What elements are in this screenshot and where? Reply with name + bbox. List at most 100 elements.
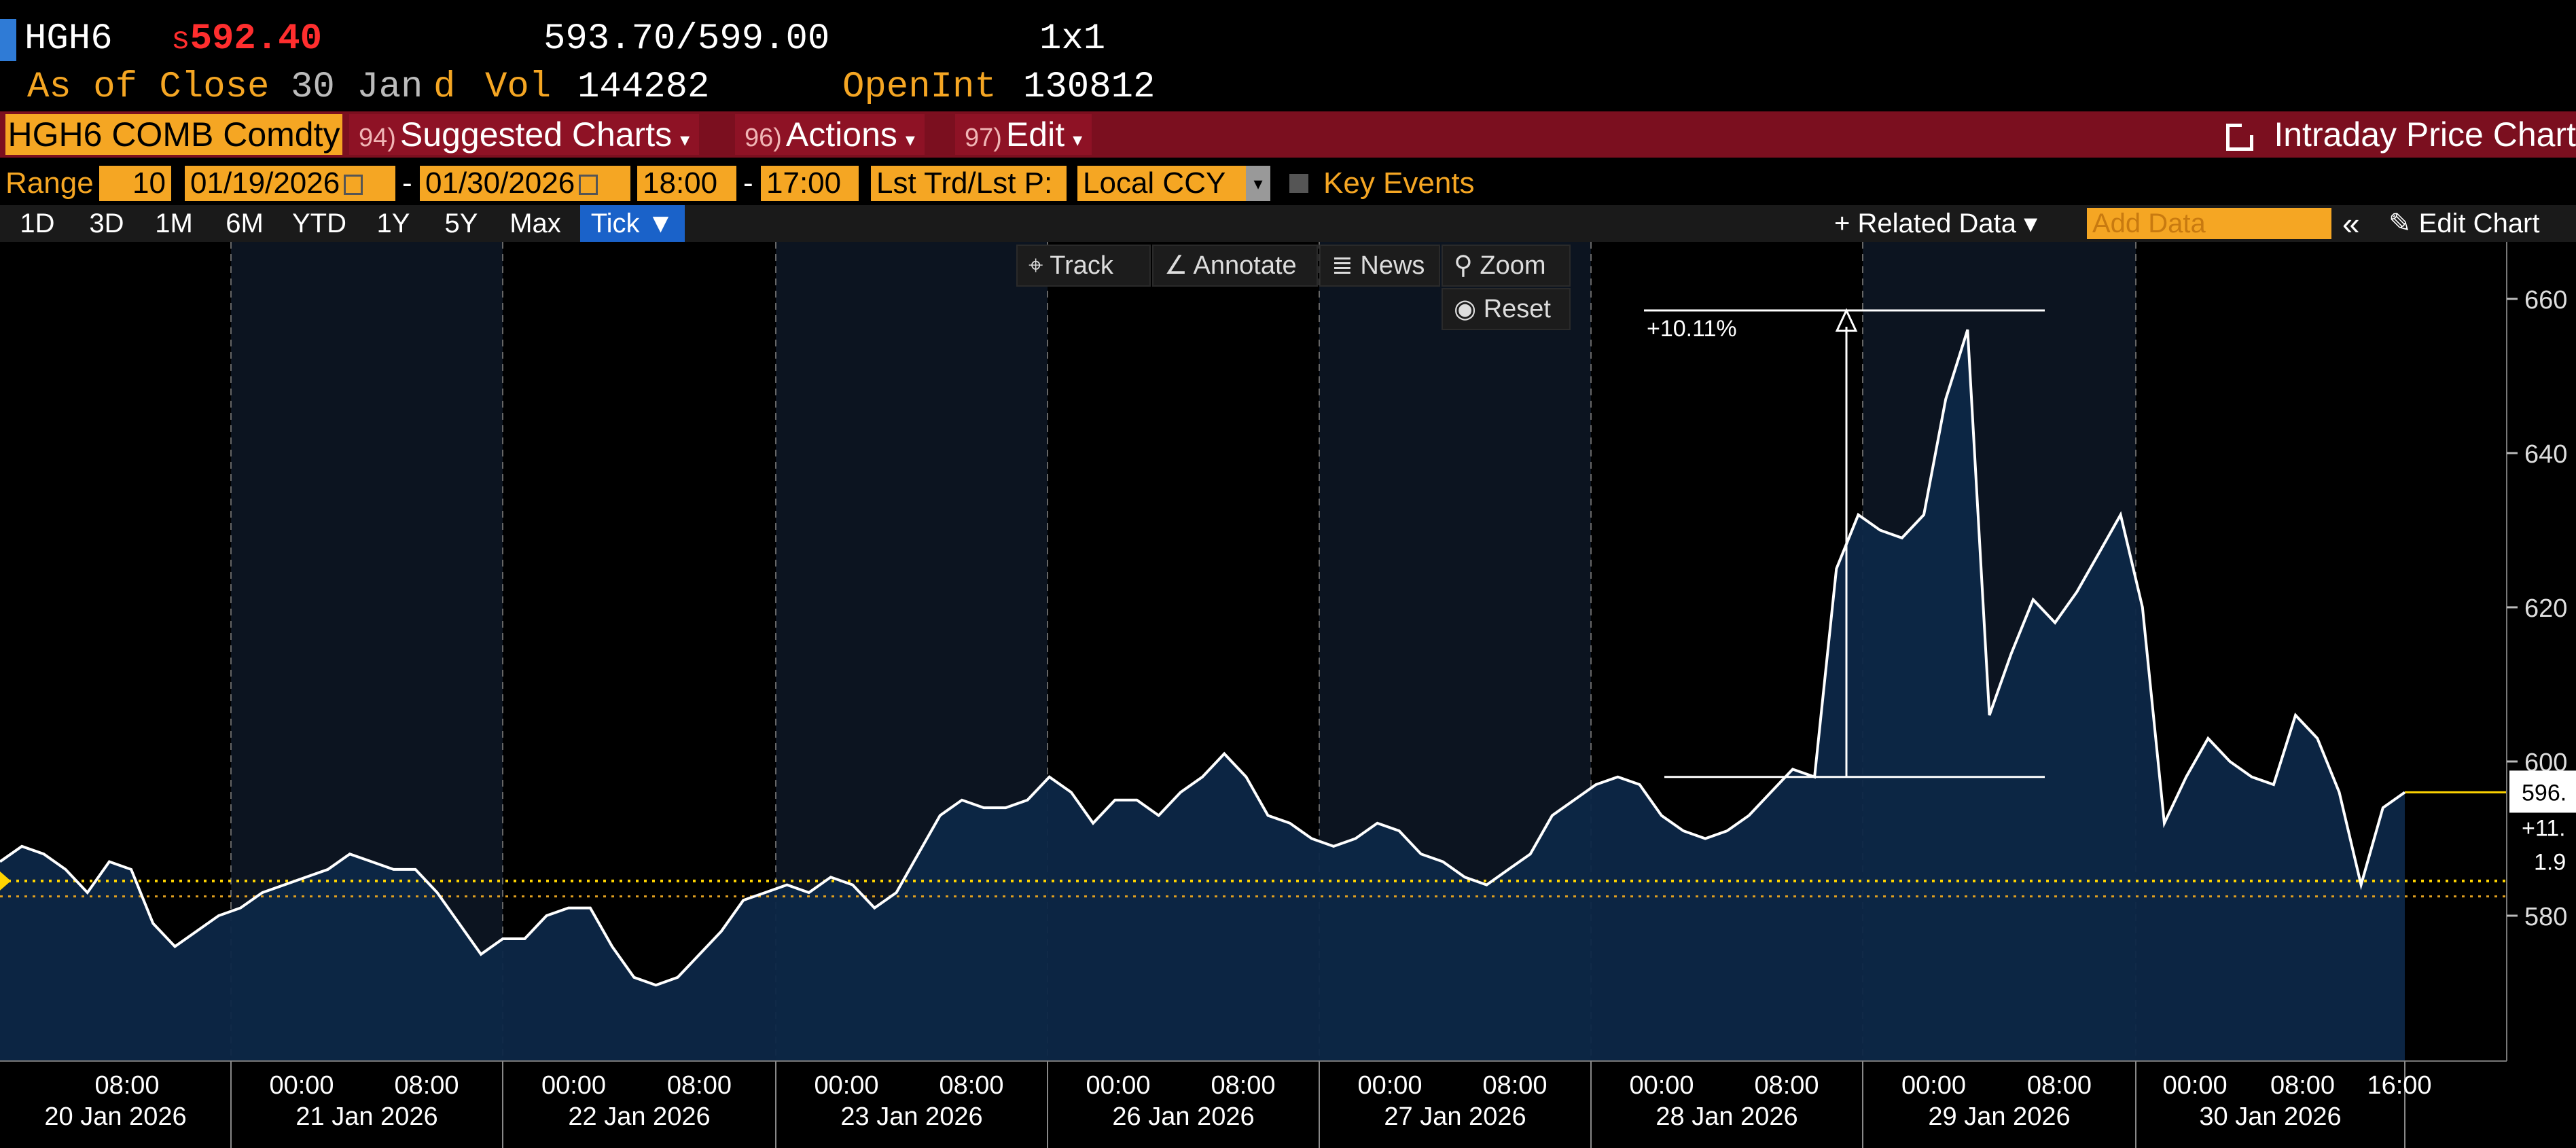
crosshair-icon: ⌖ bbox=[1028, 251, 1050, 280]
measure-label: +10.11% bbox=[1647, 316, 1737, 342]
reset-button[interactable]: ◉ Reset bbox=[1442, 288, 1571, 330]
start-date-field[interactable]: 01/19/2026 bbox=[185, 166, 395, 201]
x-time-label: 08:00 bbox=[2027, 1071, 2092, 1100]
price-type-select[interactable]: Lst Trd/Lst P: bbox=[871, 166, 1067, 201]
chevron-down-icon: ▾ bbox=[1073, 129, 1083, 150]
edit-menu[interactable]: 97) Edit ▾ bbox=[955, 114, 1092, 155]
end-date-field[interactable]: 01/30/2026 bbox=[420, 166, 630, 201]
chevron-down-icon: ▾ bbox=[680, 129, 690, 150]
x-time-label: 00:00 bbox=[2163, 1071, 2228, 1100]
track-button[interactable]: ⌖ Track bbox=[1016, 245, 1151, 287]
news-button[interactable]: ≣ News bbox=[1319, 245, 1440, 287]
pencil-icon: ✎ bbox=[2389, 209, 2419, 238]
range-bar: Range 10 01/19/2026 - 01/30/2026 18:00 -… bbox=[0, 162, 2576, 205]
x-date-label: 20 Jan 2026 bbox=[44, 1102, 186, 1131]
x-time-label: 00:00 bbox=[269, 1071, 334, 1100]
suggested-charts-menu[interactable]: 94) Suggested Charts ▾ bbox=[349, 114, 700, 155]
openint-value: 130812 bbox=[1023, 67, 1156, 108]
period-1d[interactable]: 1D bbox=[20, 209, 55, 238]
date-suffix: d bbox=[433, 67, 456, 108]
edit-chart-button[interactable]: ✎ Edit Chart bbox=[2389, 209, 2540, 238]
area-fill bbox=[0, 329, 2405, 1061]
security-tag[interactable]: HGH6 COMB Comdty bbox=[5, 114, 342, 155]
x-date-label: 26 Jan 2026 bbox=[1112, 1102, 1254, 1131]
x-time-label: 00:00 bbox=[1901, 1071, 1966, 1100]
bid-ask-size: 1x1 bbox=[1039, 18, 1106, 60]
chevron-down-icon[interactable]: ▾ bbox=[1246, 166, 1270, 201]
change-label: +11. bbox=[2522, 815, 2566, 841]
key-events-label: Key Events bbox=[1323, 166, 1475, 200]
x-date-label: 27 Jan 2026 bbox=[1384, 1102, 1526, 1131]
bid-ask: 593.70/599.00 bbox=[543, 18, 830, 60]
x-date-label: 21 Jan 2026 bbox=[296, 1102, 437, 1131]
start-time-field[interactable]: 18:00 bbox=[637, 166, 736, 201]
x-time-label: 00:00 bbox=[1086, 1071, 1150, 1100]
end-time-field[interactable]: 17:00 bbox=[761, 166, 859, 201]
calendar-icon bbox=[579, 175, 598, 196]
period-tick[interactable]: Tick ▼ bbox=[580, 205, 685, 242]
annotate-button[interactable]: ∠ Annotate bbox=[1152, 245, 1318, 287]
interval-field[interactable]: 10 bbox=[99, 166, 171, 201]
ticker-label: HGH6 bbox=[24, 18, 113, 60]
last-price-badge bbox=[2509, 770, 2576, 813]
magnifier-icon: ⚲ bbox=[1454, 251, 1480, 280]
x-time-label: 08:00 bbox=[667, 1071, 732, 1100]
y-tick-label: 640 bbox=[2524, 440, 2567, 469]
calendar-icon bbox=[344, 175, 363, 196]
x-date-label: 28 Jan 2026 bbox=[1656, 1102, 1797, 1131]
prev-close-marker bbox=[0, 871, 11, 891]
period-1m[interactable]: 1M bbox=[155, 209, 193, 238]
range-dash: - bbox=[402, 166, 412, 200]
volume-label: Vol bbox=[485, 67, 552, 108]
x-date-label: 29 Jan 2026 bbox=[1928, 1102, 2070, 1131]
y-tick-label: 620 bbox=[2524, 594, 2567, 623]
period-bar: 1D 3D 1M 6M YTD 1Y 5Y Max Tick ▼ + Relat… bbox=[0, 205, 2576, 242]
x-time-label: 16:00 bbox=[2367, 1071, 2431, 1100]
last-price: s592.40 bbox=[171, 12, 322, 67]
y-tick-label: 580 bbox=[2524, 903, 2567, 931]
price-line bbox=[0, 329, 2406, 987]
measure-annotation: +10.11% bbox=[1644, 308, 2045, 778]
pencil-icon: ∠ bbox=[1164, 251, 1194, 280]
collapse-icon[interactable]: « bbox=[2342, 206, 2360, 241]
chevron-down-icon: ▾ bbox=[905, 129, 915, 150]
related-data-button[interactable]: + Related Data ▾ bbox=[1834, 209, 2038, 238]
period-1y[interactable]: 1Y bbox=[376, 209, 410, 238]
actions-menu[interactable]: 96) Actions ▾ bbox=[735, 114, 925, 155]
period-3d[interactable]: 3D bbox=[89, 209, 124, 238]
x-time-label: 08:00 bbox=[94, 1071, 159, 1100]
time-dash: - bbox=[743, 166, 753, 200]
period-6m[interactable]: 6M bbox=[226, 209, 264, 238]
x-time-label: 08:00 bbox=[1754, 1071, 1819, 1100]
x-time-label: 08:00 bbox=[394, 1071, 459, 1100]
volume-value: 144282 bbox=[577, 67, 710, 108]
price-area bbox=[0, 329, 2405, 1061]
chart-title[interactable]: Intraday Price Chart bbox=[2226, 114, 2576, 155]
x-date-label: 22 Jan 2026 bbox=[568, 1102, 710, 1131]
as-of-label: As of Close bbox=[27, 67, 270, 108]
x-time-label: 00:00 bbox=[1357, 1071, 1422, 1100]
period-max[interactable]: Max bbox=[509, 209, 561, 238]
currency-select[interactable]: Local CCY bbox=[1077, 166, 1266, 201]
x-date-label: 23 Jan 2026 bbox=[840, 1102, 982, 1131]
x-time-label: 00:00 bbox=[1629, 1071, 1694, 1100]
reset-icon: ◉ bbox=[1454, 295, 1484, 323]
x-time-label: 08:00 bbox=[939, 1071, 1003, 1100]
measure-arrow-head bbox=[1835, 308, 1858, 332]
add-data-input[interactable]: Add Data bbox=[2087, 208, 2331, 239]
y-tick-label: 660 bbox=[2524, 286, 2567, 315]
x-time-label: 00:00 bbox=[814, 1071, 878, 1100]
price-prefix: s bbox=[171, 22, 190, 58]
x-time-label: 08:00 bbox=[1211, 1071, 1275, 1100]
external-link-icon bbox=[2226, 120, 2257, 151]
period-5y[interactable]: 5Y bbox=[444, 209, 478, 238]
change-pct-label: 1.9 bbox=[2534, 849, 2566, 875]
menu-bar: HGH6 COMB Comdty 94) Suggested Charts ▾ 96… bbox=[0, 111, 2576, 158]
openint-label: OpenInt bbox=[842, 67, 997, 108]
zoom-button[interactable]: ⚲ Zoom bbox=[1442, 245, 1571, 287]
key-events-checkbox[interactable] bbox=[1289, 174, 1308, 193]
period-ytd[interactable]: YTD bbox=[292, 209, 346, 238]
